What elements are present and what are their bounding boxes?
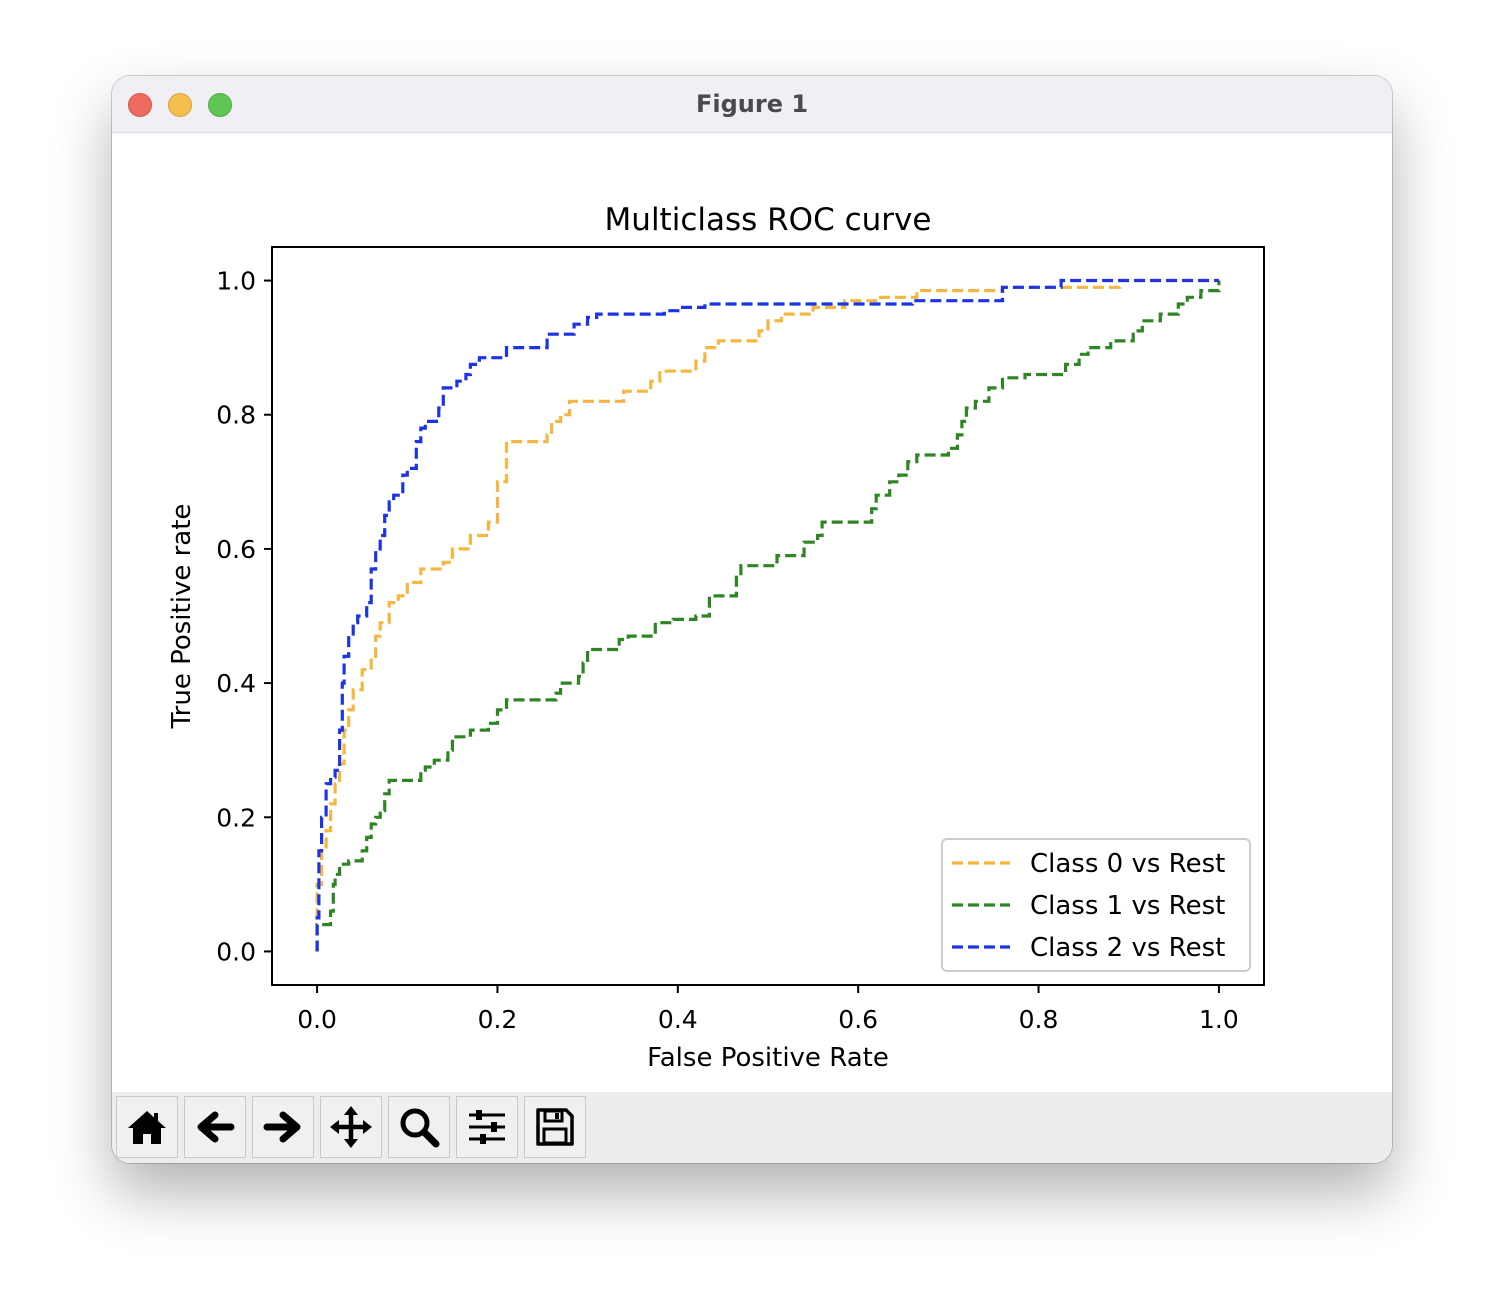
configure-subplots-button[interactable] (456, 1096, 518, 1158)
y-axis-ticks: 0.0 0.2 0.4 0.6 0.8 1.0 (216, 267, 272, 966)
legend-label: Class 0 vs Rest (1030, 849, 1225, 879)
y-tick-label: 0.4 (216, 669, 256, 698)
x-axis-ticks: 0.0 0.2 0.4 0.6 0.8 1.0 (297, 985, 1239, 1034)
maximize-window-button[interactable] (208, 93, 232, 117)
y-tick-label: 0.6 (216, 535, 256, 564)
close-window-button[interactable] (128, 93, 152, 117)
series-layer (315, 278, 1221, 952)
x-tick-label: 0.6 (838, 1005, 878, 1034)
series-line-class-1 (315, 280, 1221, 952)
y-tick-label: 0.2 (216, 803, 256, 832)
arrow-right-icon (263, 1111, 301, 1143)
legend-label: Class 2 vs Rest (1030, 933, 1225, 963)
y-tick-label: 1.0 (216, 267, 256, 296)
back-button[interactable] (184, 1096, 246, 1158)
series-line-class-0 (315, 278, 1219, 952)
x-tick-label: 0.0 (297, 1005, 337, 1034)
zoom-button[interactable] (388, 1096, 450, 1158)
home-button[interactable] (116, 1096, 178, 1158)
plot-area: Multiclass ROC curve 0.0 0.2 0.4 0.6 0.8 1.0 … (112, 133, 1392, 1092)
plot-frame (271, 246, 1265, 986)
y-tick-label: 0.0 (216, 937, 256, 966)
pan-button[interactable] (320, 1096, 382, 1158)
roc-chart: Multiclass ROC curve 0.0 0.2 0.4 0.6 0.8 1.0 … (167, 202, 1265, 1073)
series-line-class-2 (315, 278, 1219, 952)
x-tick-label: 0.2 (478, 1005, 518, 1034)
x-axis-label: False Positive Rate (647, 1043, 889, 1073)
magnifier-icon (400, 1108, 440, 1148)
y-axis-label: True Positive rate (167, 504, 197, 730)
forward-button[interactable] (252, 1096, 314, 1158)
save-figure-button[interactable] (524, 1096, 586, 1158)
x-tick-label: 0.8 (1019, 1005, 1059, 1034)
x-tick-label: 1.0 (1199, 1005, 1239, 1034)
navigation-toolbar (112, 1092, 1392, 1163)
legend-entry-class-1: Class 1 vs Rest (952, 891, 1225, 921)
minimize-window-button[interactable] (168, 93, 192, 117)
chart-title: Multiclass ROC curve (605, 202, 932, 238)
legend-entry-class-0: Class 0 vs Rest (952, 849, 1225, 879)
legend-box (941, 838, 1251, 972)
legend-label: Class 1 vs Rest (1030, 891, 1225, 921)
move-icon (330, 1106, 372, 1148)
legend-entry-class-2: Class 2 vs Rest (952, 933, 1225, 963)
x-tick-label: 0.4 (658, 1005, 698, 1034)
figure-window: Figure 1 Multiclass ROC curve 0.0 0.2 0.4 0… (112, 76, 1392, 1163)
window-title: Figure 1 (695, 90, 809, 118)
floppy-disk-icon (536, 1108, 574, 1146)
sliders-icon (469, 1110, 505, 1144)
y-tick-label: 0.8 (216, 401, 256, 430)
home-icon (128, 1111, 166, 1144)
arrow-left-icon (197, 1111, 235, 1143)
title-bar: Figure 1 (112, 76, 1392, 133)
legend: Class 0 vs Rest Class 1 vs Rest Class 2 vs… (941, 838, 1251, 972)
